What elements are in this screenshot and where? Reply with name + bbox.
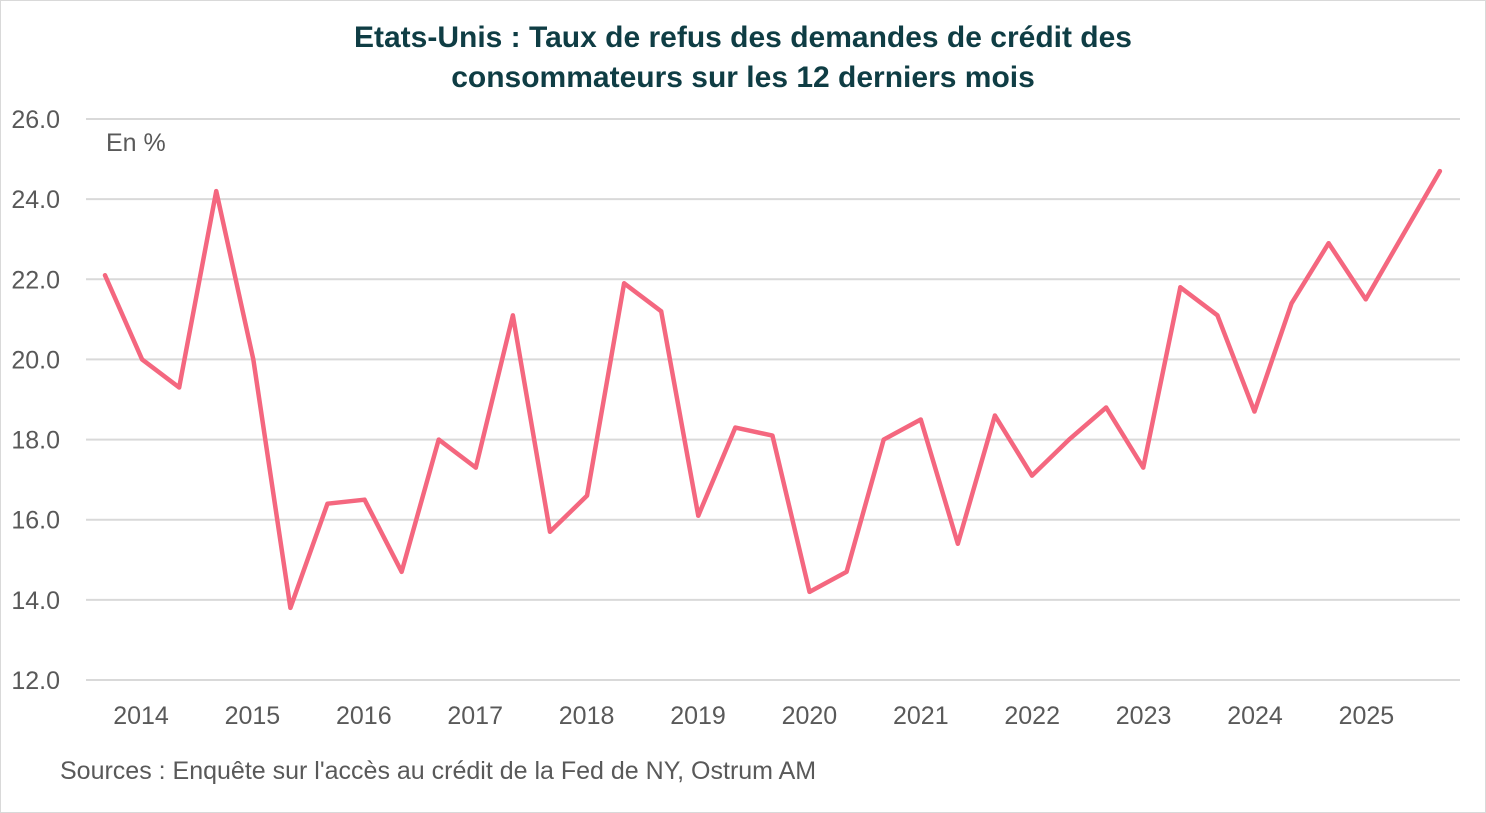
data-point bbox=[881, 437, 886, 442]
data-point bbox=[325, 501, 330, 506]
data-point bbox=[844, 569, 849, 574]
data-point bbox=[1437, 169, 1442, 174]
data-point bbox=[992, 413, 997, 418]
unit-label: En % bbox=[106, 129, 166, 157]
data-point bbox=[955, 541, 960, 546]
series-line bbox=[102, 168, 1443, 611]
data-point bbox=[288, 605, 293, 610]
data-point bbox=[1363, 297, 1368, 302]
y-tick-label: 22.0 bbox=[11, 266, 60, 294]
data-point bbox=[251, 357, 256, 362]
data-point bbox=[770, 433, 775, 438]
data-point bbox=[1289, 301, 1294, 306]
data-point bbox=[362, 497, 367, 502]
data-point bbox=[1104, 405, 1109, 410]
data-point bbox=[547, 529, 552, 534]
data-point bbox=[807, 589, 812, 594]
data-point bbox=[1030, 473, 1034, 478]
data-point bbox=[1067, 437, 1072, 442]
x-tick-label: 2016 bbox=[336, 702, 392, 730]
data-point bbox=[585, 493, 590, 498]
chart-title-line-2: consommateurs sur les 12 derniers mois bbox=[451, 61, 1035, 94]
data-point bbox=[733, 425, 738, 430]
x-tick-label: 2015 bbox=[225, 702, 281, 730]
data-point bbox=[1252, 409, 1257, 414]
data-point bbox=[510, 313, 515, 318]
y-tick-label: 14.0 bbox=[11, 587, 60, 615]
data-point bbox=[140, 357, 145, 362]
data-point bbox=[696, 513, 701, 518]
data-point bbox=[436, 437, 441, 442]
x-tick-label: 2017 bbox=[447, 702, 503, 730]
x-tick-label: 2020 bbox=[782, 702, 838, 730]
data-point bbox=[214, 189, 219, 194]
data-point bbox=[473, 465, 478, 470]
data-point bbox=[918, 417, 923, 422]
y-tick-label: 26.0 bbox=[11, 106, 60, 134]
x-tick-label: 2025 bbox=[1339, 702, 1395, 730]
data-point bbox=[622, 281, 627, 286]
y-tick-label: 16.0 bbox=[11, 507, 60, 535]
data-point bbox=[103, 273, 107, 278]
x-tick-label: 2014 bbox=[113, 702, 169, 730]
chart-title: Etats-Unis : Taux de refus des demandes … bbox=[0, 18, 1486, 98]
data-point bbox=[659, 309, 664, 314]
x-tick-label: 2023 bbox=[1116, 702, 1172, 730]
data-point bbox=[1326, 241, 1331, 246]
data-point bbox=[399, 569, 404, 574]
x-tick-label: 2018 bbox=[559, 702, 615, 730]
x-tick-label: 2021 bbox=[893, 702, 949, 730]
y-tick-label: 18.0 bbox=[11, 427, 60, 455]
data-point bbox=[1141, 465, 1146, 470]
x-tick-label: 2024 bbox=[1227, 702, 1283, 730]
y-tick-label: 24.0 bbox=[11, 186, 60, 214]
source-note: Sources : Enquête sur l'accès au crédit … bbox=[60, 757, 817, 785]
data-point bbox=[1400, 233, 1405, 238]
chart-title-line-1: Etats-Unis : Taux de refus des demandes … bbox=[353, 21, 1132, 54]
x-tick-label: 2022 bbox=[1004, 702, 1060, 730]
data-point bbox=[1215, 313, 1220, 318]
x-tick-label: 2019 bbox=[670, 702, 726, 730]
data-point bbox=[1178, 285, 1183, 290]
y-tick-label: 12.0 bbox=[11, 667, 60, 695]
y-tick-label: 20.0 bbox=[11, 346, 60, 374]
data-point bbox=[177, 385, 182, 390]
